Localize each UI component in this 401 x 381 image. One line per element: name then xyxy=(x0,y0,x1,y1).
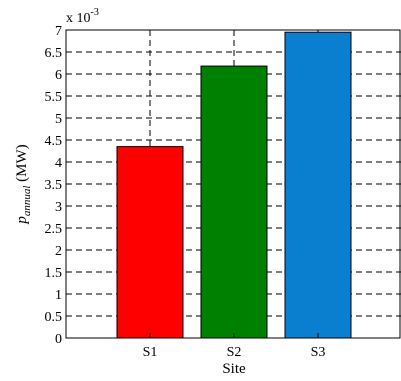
y-tick-label: 5 xyxy=(55,112,62,127)
y-multiplier-base: x 10 xyxy=(66,11,91,26)
y-tick-label: 0.5 xyxy=(45,310,63,325)
y-axis-title: pannual (MW) xyxy=(14,144,33,224)
y-tick-label: 4.5 xyxy=(45,134,63,149)
y-tick-label: 0 xyxy=(55,332,62,347)
y-axis-title-unit: (MW) xyxy=(14,144,30,185)
x-axis-title: Site xyxy=(222,361,246,377)
y-tick-label: 5.5 xyxy=(45,90,63,105)
y-tick-label: 7 xyxy=(55,24,62,39)
y-tick-label: 3.5 xyxy=(45,178,63,193)
y-tick-label: 2 xyxy=(55,244,62,259)
y-tick-label: 3 xyxy=(55,200,62,215)
y-axis-ticks: 0 0.5 1 1.5 2 2.5 3 3.5 4 4.5 5 5.5 6 6.5 7 xyxy=(45,24,71,347)
x-axis-ticks: S1 S2 S3 xyxy=(143,333,326,360)
bars xyxy=(116,31,352,339)
y-axis-title-subscript: annual xyxy=(21,186,33,217)
y-tick-label: 6 xyxy=(55,68,62,83)
y-axis-multiplier: x 10-3 xyxy=(66,7,99,26)
y-tick-label: 4 xyxy=(55,156,62,171)
bar-s3 xyxy=(284,31,352,339)
bar-s2 xyxy=(200,65,268,339)
x-tick-label: S1 xyxy=(143,345,158,360)
y-multiplier-exponent: -3 xyxy=(91,7,99,18)
y-tick-label: 1 xyxy=(55,288,62,303)
bar-s1 xyxy=(116,146,184,339)
y-tick-label: 6.5 xyxy=(45,46,63,61)
y-tick-label: 1.5 xyxy=(45,266,63,281)
y-axis-title-main: p xyxy=(14,216,30,225)
x-tick-label: S2 xyxy=(227,345,242,360)
x-tick-label: S3 xyxy=(311,345,326,360)
y-tick-label: 2.5 xyxy=(45,222,63,237)
